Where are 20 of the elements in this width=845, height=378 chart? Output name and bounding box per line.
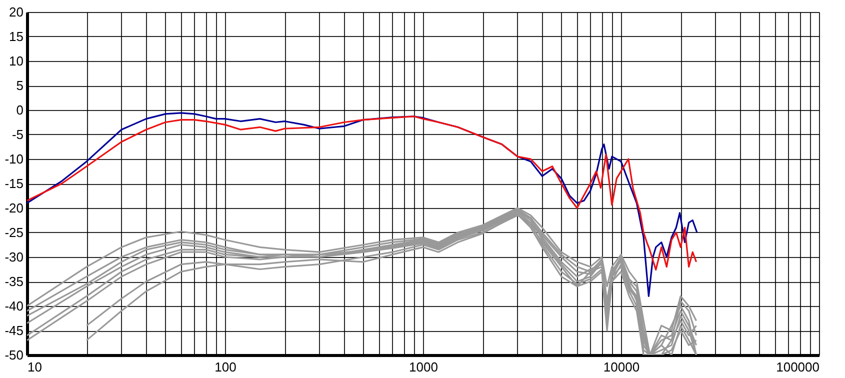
y-tick-label: -45 — [4, 323, 24, 338]
y-tick-label: -40 — [4, 298, 24, 314]
y-tick-label: -50 — [4, 348, 24, 362]
y-tick-label: -35 — [4, 274, 24, 289]
y-tick-label: -15 — [4, 176, 24, 191]
y-tick-label: 20 — [9, 4, 24, 20]
y-tick-label: -20 — [4, 200, 24, 216]
y-tick-label: -5 — [12, 127, 24, 142]
x-tick-label: 100000 — [776, 360, 820, 374]
y-tick-label: 10 — [9, 54, 24, 68]
x-tick-label: 1000 — [409, 360, 438, 374]
y-tick-label: -25 — [4, 225, 24, 240]
y-tick-label: 0 — [16, 102, 24, 118]
x-tick-label: 100 — [214, 360, 236, 374]
y-tick-label: 15 — [9, 29, 24, 44]
y-tick-label: -10 — [4, 152, 24, 166]
x-tick-label: 10000 — [603, 360, 640, 374]
x-tick-label: 10 — [28, 360, 42, 374]
y-tick-label: -30 — [4, 250, 24, 264]
y-tick-label: 5 — [16, 78, 24, 93]
